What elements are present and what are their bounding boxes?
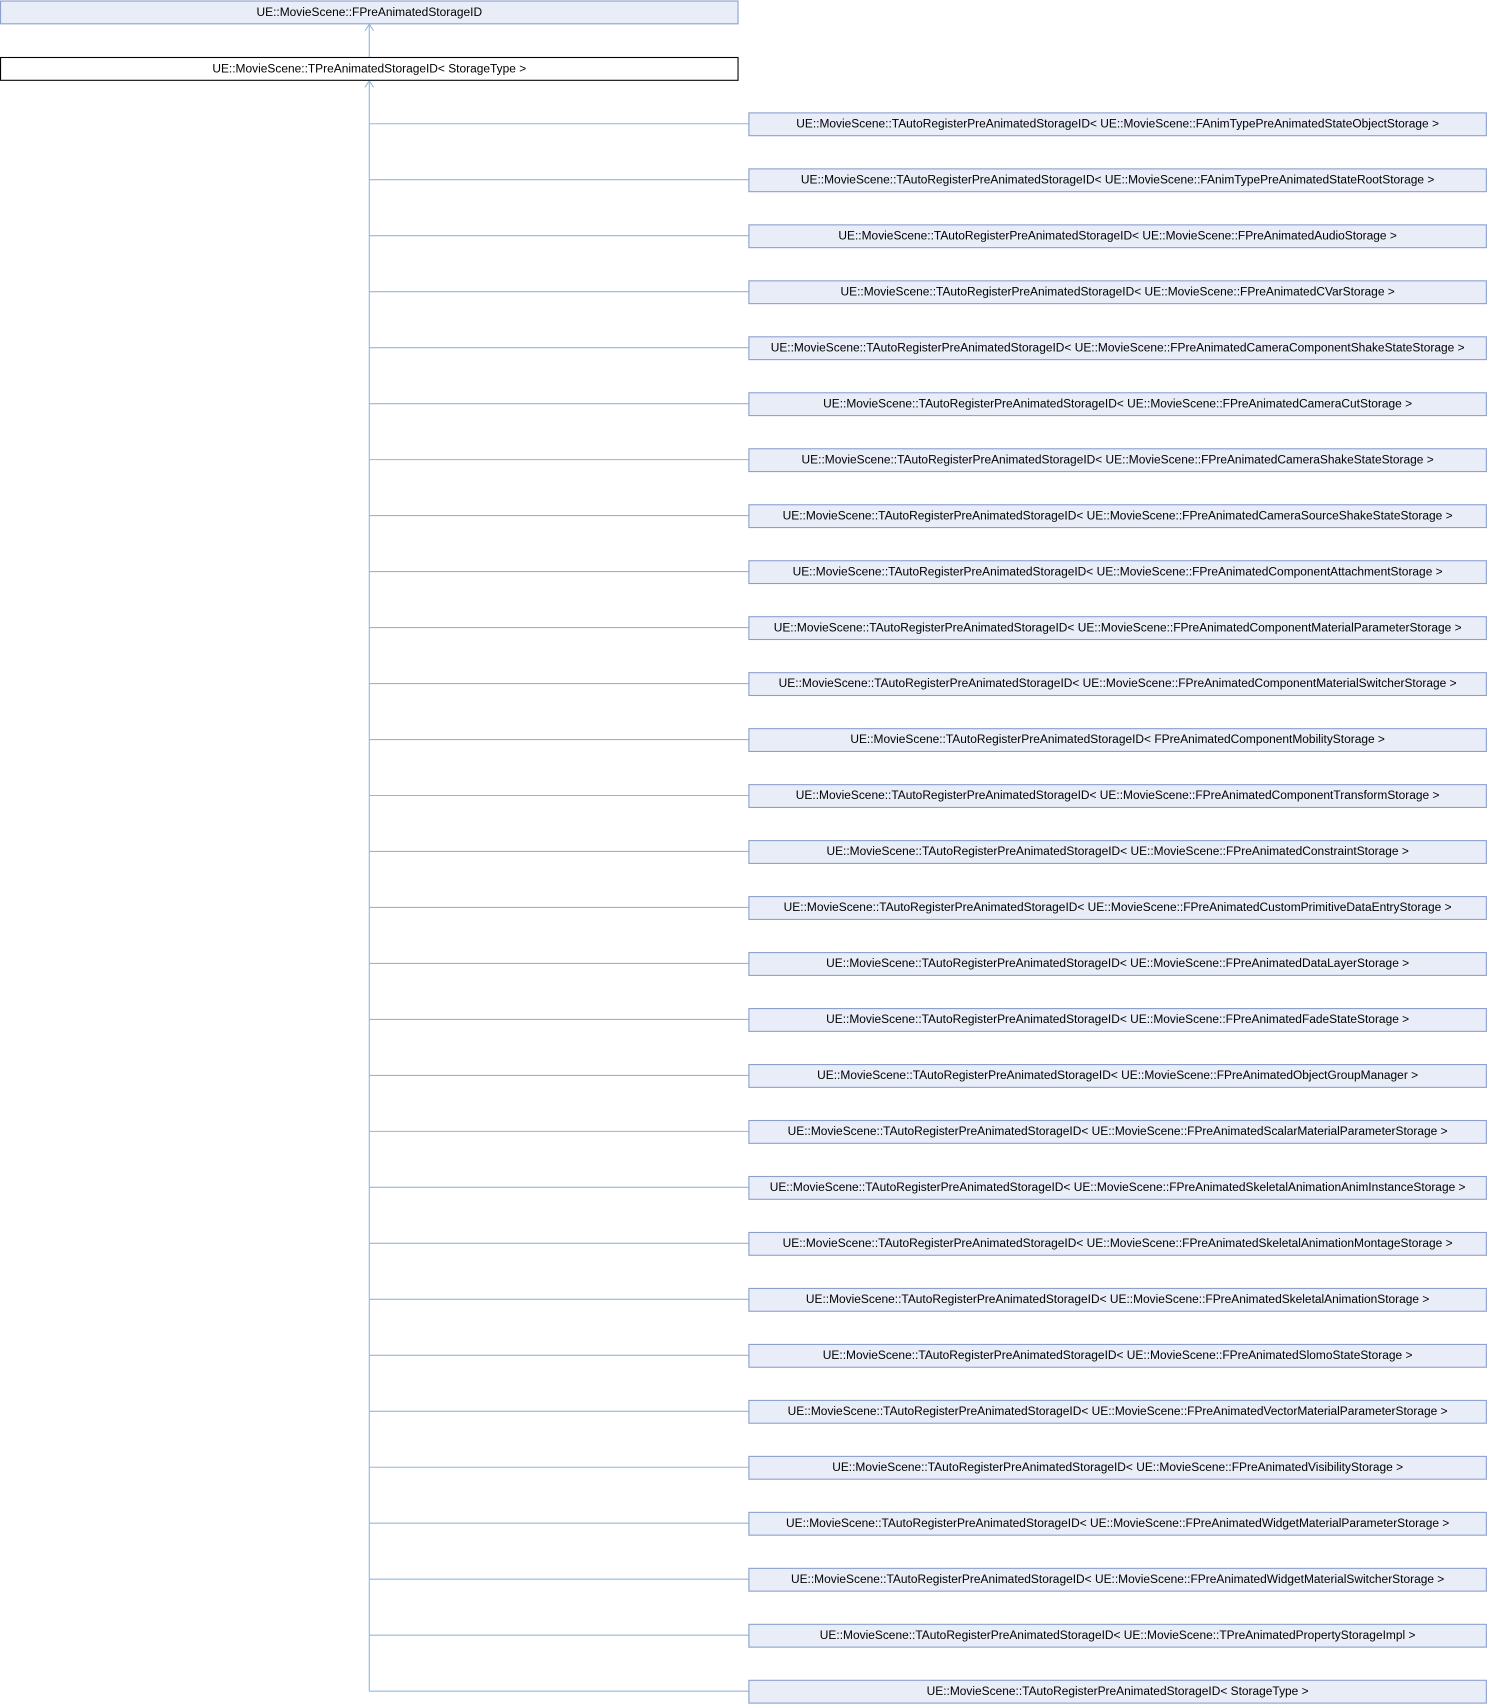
derived-class-label[interactable]: UE::MovieScene::TAutoRegisterPreAnimated… [826,1012,1409,1026]
derived-class-label[interactable]: UE::MovieScene::TAutoRegisterPreAnimated… [788,1124,1448,1138]
derived-class-box[interactable] [748,784,1487,808]
derived-class-box[interactable] [748,1231,1487,1256]
derived-class-label[interactable]: UE::MovieScene::TAutoRegisterPreAnimated… [817,1068,1418,1082]
derived-class-box[interactable] [748,1567,1487,1592]
derived-class-box[interactable] [748,896,1487,920]
derived-class-label[interactable]: UE::MovieScene::TAutoRegisterPreAnimated… [783,508,1453,522]
derived-class-box[interactable] [748,1008,1487,1032]
derived-class-label[interactable]: UE::MovieScene::TAutoRegisterPreAnimated… [838,228,1396,242]
derived-class-box[interactable] [748,1343,1487,1368]
derived-class-box[interactable] [748,168,1487,193]
derived-class-label[interactable]: UE::MovieScene::TAutoRegisterPreAnimated… [796,116,1439,130]
derived-class-box[interactable] [748,336,1487,361]
derived-class-box[interactable] [748,392,1487,417]
base-class-box[interactable] [0,0,739,25]
derived-class-label[interactable]: UE::MovieScene::TAutoRegisterPreAnimated… [802,452,1434,466]
derived-class-box[interactable] [748,224,1487,249]
derived-class-label[interactable]: UE::MovieScene::TAutoRegisterPreAnimated… [826,956,1409,970]
derived-class-label[interactable]: UE::MovieScene::TAutoRegisterPreAnimated… [770,1180,1466,1194]
derived-class-label[interactable]: UE::MovieScene::TAutoRegisterPreAnimated… [788,1404,1448,1418]
derived-class-box[interactable] [748,504,1487,529]
derived-class-label[interactable]: UE::MovieScene::TAutoRegisterPreAnimated… [927,1684,1309,1698]
derived-class-box[interactable] [748,1287,1487,1312]
derived-class-label[interactable]: UE::MovieScene::TAutoRegisterPreAnimated… [823,396,1412,410]
derived-class-box[interactable] [748,1119,1487,1144]
derived-class-label[interactable]: UE::MovieScene::TAutoRegisterPreAnimated… [779,676,1457,690]
derived-class-label[interactable]: UE::MovieScene::TAutoRegisterPreAnimated… [823,1348,1413,1362]
derived-class-label[interactable]: UE::MovieScene::TAutoRegisterPreAnimated… [791,1572,1444,1586]
derived-class-label[interactable]: UE::MovieScene::TAutoRegisterPreAnimated… [793,564,1443,578]
derived-class-label[interactable]: UE::MovieScene::TAutoRegisterPreAnimated… [796,788,1440,802]
derived-class-box[interactable] [748,112,1487,137]
derived-class-label[interactable]: UE::MovieScene::TAutoRegisterPreAnimated… [801,172,1434,186]
derived-class-box[interactable] [748,1063,1487,1088]
derived-class-box[interactable] [748,1511,1487,1536]
derived-class-box[interactable] [748,1679,1487,1704]
derived-class-box[interactable] [748,1175,1487,1200]
current-class-box [0,56,739,81]
derived-class-box[interactable] [748,1623,1487,1648]
derived-class-box[interactable] [748,616,1487,641]
derived-class-label[interactable]: UE::MovieScene::TAutoRegisterPreAnimated… [832,1460,1403,1474]
derived-class-box[interactable] [748,1399,1487,1424]
derived-class-box[interactable] [748,672,1487,697]
derived-class-label[interactable]: UE::MovieScene::TAutoRegisterPreAnimated… [826,844,1408,858]
derived-class-label[interactable]: UE::MovieScene::TAutoRegisterPreAnimated… [841,284,1395,298]
derived-class-label[interactable]: UE::MovieScene::TAutoRegisterPreAnimated… [786,1516,1449,1530]
derived-class-box[interactable] [748,840,1487,864]
derived-class-box[interactable] [748,728,1487,753]
current-class-label: UE::MovieScene::TPreAnimatedStorageID< S… [212,62,526,76]
derived-class-box[interactable] [748,448,1487,473]
derived-class-label[interactable]: UE::MovieScene::TAutoRegisterPreAnimated… [784,900,1452,914]
derived-class-box[interactable] [748,1455,1487,1480]
derived-class-box[interactable] [748,952,1487,976]
derived-class-label[interactable]: UE::MovieScene::TAutoRegisterPreAnimated… [774,620,1462,634]
derived-class-box[interactable] [748,280,1487,305]
derived-class-label[interactable]: UE::MovieScene::TAutoRegisterPreAnimated… [783,1236,1453,1250]
base-class-label[interactable]: UE::MovieScene::FPreAnimatedStorageID [256,5,482,19]
derived-class-label[interactable]: UE::MovieScene::TAutoRegisterPreAnimated… [820,1628,1416,1642]
derived-class-label[interactable]: UE::MovieScene::TAutoRegisterPreAnimated… [771,340,1465,354]
derived-class-label[interactable]: UE::MovieScene::TAutoRegisterPreAnimated… [850,732,1385,746]
derived-class-box[interactable] [748,560,1487,585]
derived-class-label[interactable]: UE::MovieScene::TAutoRegisterPreAnimated… [806,1292,1430,1306]
